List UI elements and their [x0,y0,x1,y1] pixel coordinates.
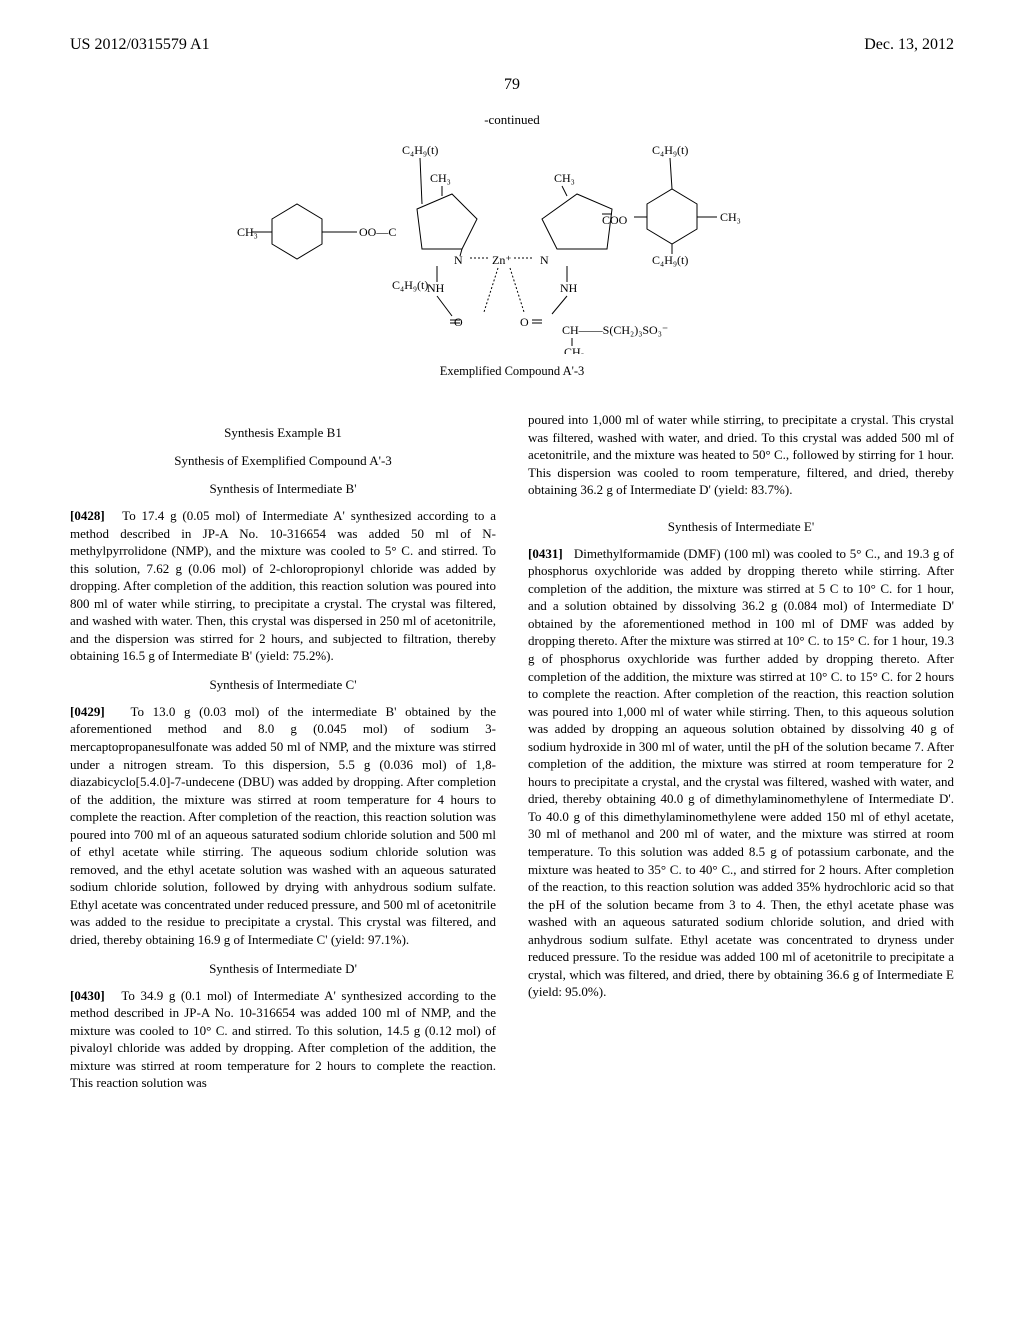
publication-date: Dec. 13, 2012 [864,36,954,54]
svg-text:CH₃: CH₃ [554,171,575,185]
para-num-0430: [0430] [70,988,105,1003]
page-number: 79 [0,76,1024,94]
para-0430-cont: poured into 1,000 ml of water while stir… [528,411,954,499]
para-0429: [0429] To 13.0 g (0.03 mol) of the inter… [70,703,496,949]
synthesis-title: Synthesis of Exemplified Compound A'-3 [70,453,496,469]
svg-text:C₄H₉(t): C₄H₉(t) [392,278,428,292]
svg-text:CH₃: CH₃ [564,345,585,354]
svg-text:CH₃: CH₃ [430,171,451,185]
svg-text:OO—C: OO—C [359,225,396,239]
para-0428: [0428] To 17.4 g (0.05 mol) of Intermedi… [70,507,496,665]
para-num-0429: [0429] [70,704,105,719]
left-column: Synthesis Example B1 Synthesis of Exempl… [70,411,496,1102]
svg-text:N: N [454,253,463,267]
para-num-0428: [0428] [70,508,105,523]
para-0429-text: To 13.0 g (0.03 mol) of the intermediate… [70,704,496,947]
para-0430-text: To 34.9 g (0.1 mol) of Intermediate A' s… [70,988,496,1091]
patent-number: US 2012/0315579 A1 [70,36,210,54]
svg-text:NH: NH [427,281,445,295]
svg-text:C₄H₉(t): C₄H₉(t) [652,143,688,157]
svg-text:C₄H₉(t): C₄H₉(t) [402,143,438,157]
para-0431-text: Dimethylformamide (DMF) (100 ml) was coo… [528,546,954,1000]
svg-text:O: O [520,315,529,329]
para-0428-text: To 17.4 g (0.05 mol) of Intermediate A' … [70,508,496,663]
svg-text:CH——S(CH₂)₃SO₃⁻: CH——S(CH₂)₃SO₃⁻ [562,323,668,337]
example-title: Synthesis Example B1 [70,425,496,441]
svg-text:C₄H₉(t): C₄H₉(t) [652,253,688,267]
chemical-structure-diagram: CH₃ OO—C CH₃ C₄H₉(t) N NH O Zn⁺ O N CH₃ [202,134,822,354]
compound-label: Exemplified Compound A'-3 [0,364,1024,379]
svg-text:N: N [540,253,549,267]
para-0430: [0430] To 34.9 g (0.1 mol) of Intermedia… [70,987,496,1092]
svg-text:CH₃: CH₃ [720,210,741,224]
intermediate-e-title: Synthesis of Intermediate E' [528,519,954,535]
continued-label: -continued [0,112,1024,128]
page-header: US 2012/0315579 A1 Dec. 13, 2012 [0,0,1024,54]
para-0431: [0431] Dimethylformamide (DMF) (100 ml) … [528,545,954,1001]
svg-text:COO: COO [602,213,628,227]
right-column: poured into 1,000 ml of water while stir… [528,411,954,1102]
svg-text:O: O [454,315,463,329]
two-column-body: Synthesis Example B1 Synthesis of Exempl… [0,411,1024,1102]
svg-text:Zn⁺: Zn⁺ [492,253,512,267]
intermediate-d-title: Synthesis of Intermediate D' [70,961,496,977]
svg-text:NH: NH [560,281,578,295]
para-num-0431: [0431] [528,546,563,561]
intermediate-c-title: Synthesis of Intermediate C' [70,677,496,693]
intermediate-b-title: Synthesis of Intermediate B' [70,481,496,497]
